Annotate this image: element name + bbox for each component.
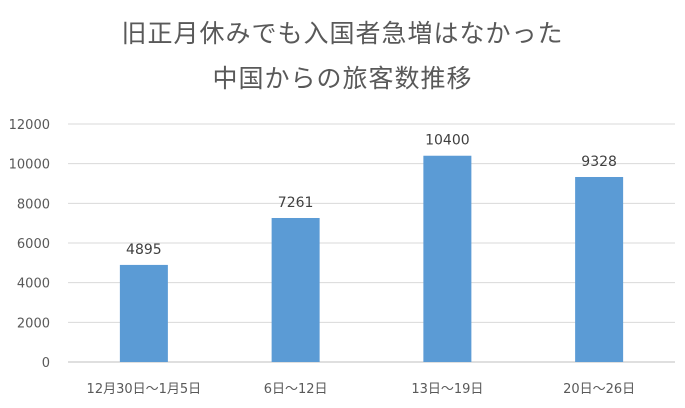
x-tick-label: 12月30日～1月5日 [87,382,202,397]
data-label: 4895 [126,242,162,258]
y-tick-label: 10000 [9,158,50,173]
bar [119,264,168,362]
bar [423,155,472,362]
bar [271,217,320,362]
y-tick-label: 6000 [17,237,50,252]
x-tick-label: 13日～19日 [411,382,483,397]
chart-title: 旧正月休みでも入国者急増はなかった [121,19,564,48]
y-tick-label: 0 [42,356,50,371]
x-tick-label: 20日～26日 [563,382,635,397]
x-tick-label: 6日～12日 [264,382,328,397]
bar [575,176,624,362]
y-tick-label: 2000 [17,316,50,331]
data-label: 9328 [581,154,617,170]
data-label: 7261 [278,195,314,211]
y-tick-label: 4000 [17,277,50,292]
chart-subtitle: 中国からの旅客数推移 [212,64,473,93]
y-tick-label: 8000 [17,197,50,212]
data-label: 10400 [425,133,470,149]
y-tick-label: 12000 [9,118,50,133]
